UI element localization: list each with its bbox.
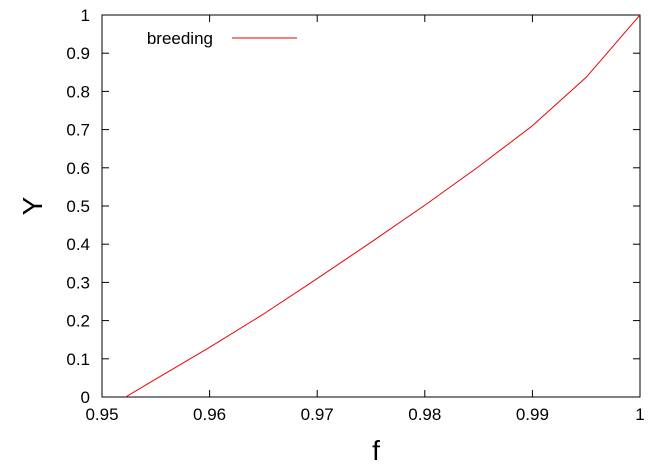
y-tick-label: 0.1	[66, 350, 90, 369]
ticks-layer: 0.95 0.96 0.97 0.98 0.99 1 0 0.1 0.2 0.3 0.4 0.5 0.6…	[66, 6, 644, 424]
legend-label-breeding: breeding	[147, 29, 213, 48]
series-line-breeding	[126, 15, 640, 397]
series-layer	[126, 15, 640, 397]
y-tick-label: 0.6	[66, 159, 90, 178]
plot-frame	[102, 15, 640, 397]
x-tick-label: 1	[635, 405, 644, 424]
x-tick-label: 0.98	[408, 405, 441, 424]
x-axis-label: f	[372, 435, 380, 464]
x-tick-label: 0.96	[193, 405, 226, 424]
x-tick-label: 0.95	[85, 405, 118, 424]
y-tick-label: 0.3	[66, 273, 90, 292]
y-axis-label: Y	[17, 196, 48, 215]
x-tick-label: 0.97	[301, 405, 334, 424]
y-tick-label: 0.7	[66, 121, 90, 140]
y-tick-label: 0.4	[66, 235, 90, 254]
y-tick-label: 1	[81, 6, 90, 25]
legend: breeding	[147, 29, 297, 48]
x-tick-label: 0.99	[516, 405, 549, 424]
y-tick-label: 0.5	[66, 197, 90, 216]
y-tick-label: 0.9	[66, 44, 90, 63]
y-tick-label: 0.8	[66, 82, 90, 101]
y-tick-label: 0.2	[66, 312, 90, 331]
y-tick-label: 0	[81, 388, 90, 407]
